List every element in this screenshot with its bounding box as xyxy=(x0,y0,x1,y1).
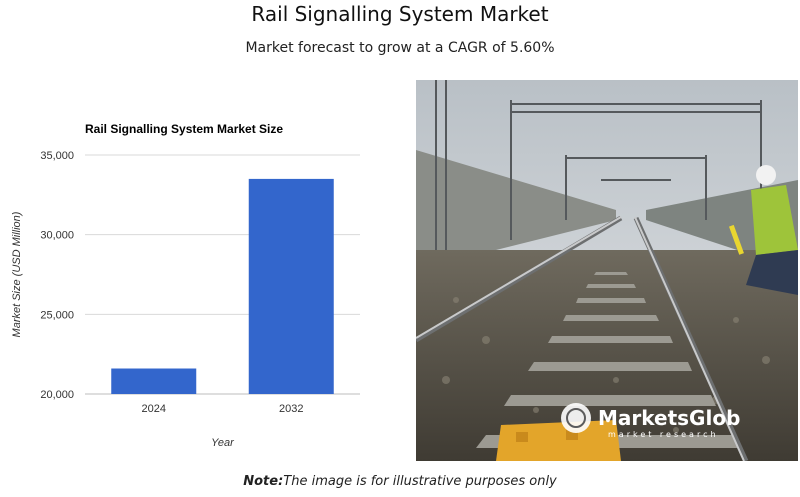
bar-2032 xyxy=(248,178,334,394)
x-tick-label: 2024 xyxy=(142,403,166,415)
marketsglob-logo: MarketsGlob market research xyxy=(561,403,740,439)
railway-illustration: MarketsGlob market research xyxy=(416,80,798,461)
y-tick-label: 30,000 xyxy=(40,230,74,242)
y-tick-label: 20,000 xyxy=(40,389,74,401)
x-tick-label: 2032 xyxy=(279,403,303,415)
y-axis-title: Market Size (USD Million) xyxy=(11,211,23,337)
bar-2024 xyxy=(111,368,197,394)
x-axis-title: Year xyxy=(211,437,235,449)
logo-text: MarketsGlob xyxy=(598,406,740,430)
note-text: The image is for illustrative purposes o… xyxy=(283,474,557,489)
page-title: Rail Signalling System Market xyxy=(251,2,549,26)
chart-panel: 20,000 25,000 30,000 35,000 2024 2032 Year Mark… xyxy=(0,100,400,460)
rail-track-photo: MarketsGlob market research xyxy=(416,80,798,461)
chart-title: Rail Signalling System Market Size xyxy=(85,122,284,136)
page-subtitle: Market forecast to grow at a CAGR of 5.6… xyxy=(245,40,555,56)
y-tick-label: 25,000 xyxy=(40,309,74,321)
logo-subtext: market research xyxy=(608,430,719,439)
footer-note: Note:The image is for illustrative purpo… xyxy=(0,474,800,489)
y-tick-label: 35,000 xyxy=(40,150,74,162)
worker-figure xyxy=(728,165,798,295)
bar-chart: 20,000 25,000 30,000 35,000 2024 2032 Year Mark… xyxy=(11,150,360,449)
note-label: Note: xyxy=(243,474,284,489)
